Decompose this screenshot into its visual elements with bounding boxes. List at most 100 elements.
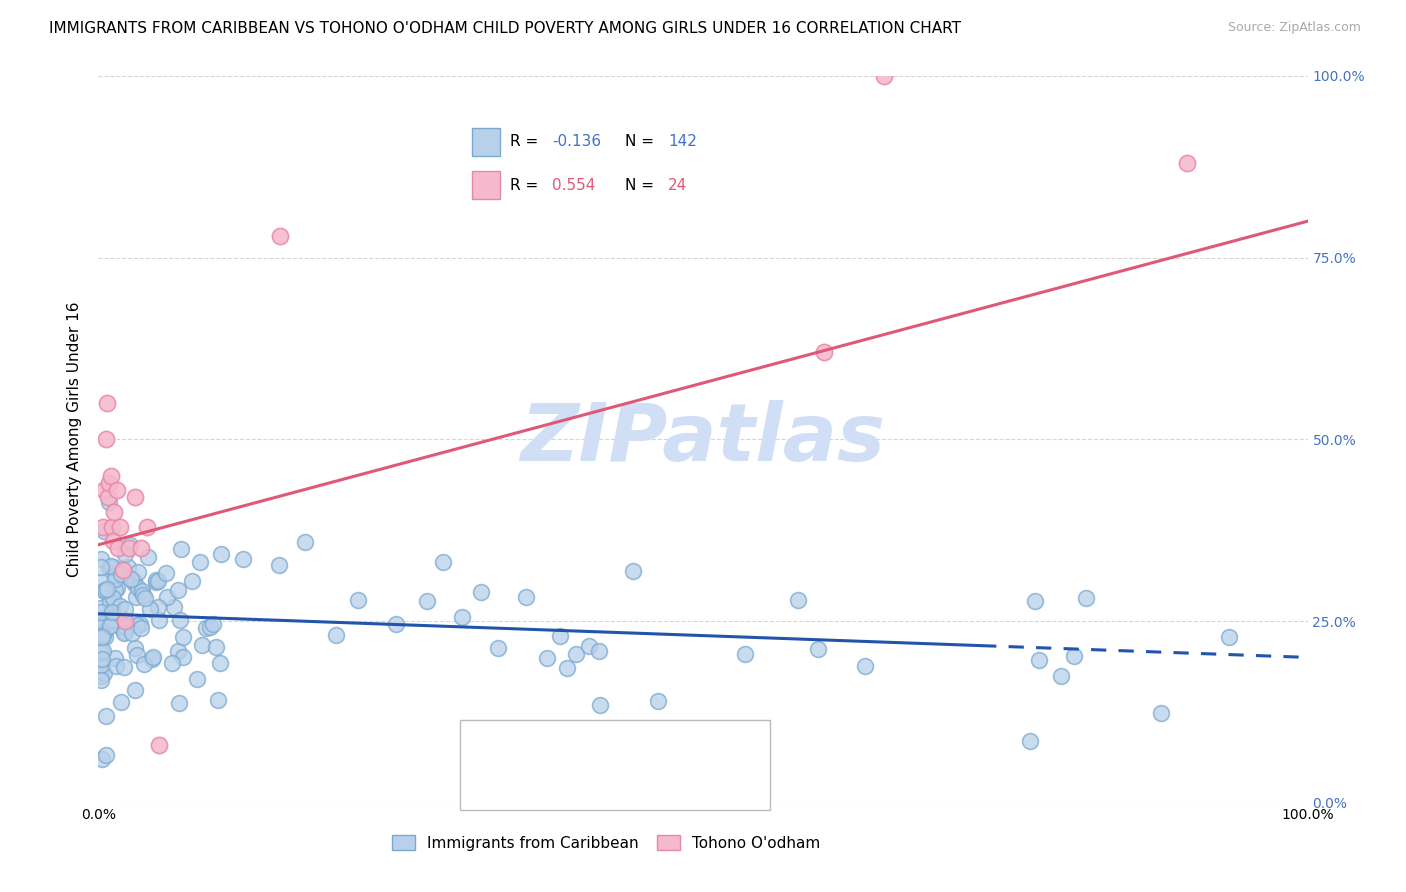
Point: [120, 572, 142, 586]
Point: [91, 630, 114, 644]
Point: [120, 538, 142, 552]
Point: [169, 613, 191, 627]
Point: [104, 614, 127, 628]
Point: [536, 651, 558, 665]
Point: [93, 524, 115, 538]
Point: [100, 468, 122, 483]
Point: [134, 591, 156, 606]
Point: [146, 600, 169, 615]
Point: [98, 619, 121, 633]
Point: [122, 574, 145, 589]
Point: [112, 659, 135, 673]
Text: IMMIGRANTS FROM CARIBBEAN VS TOHONO O'ODHAM CHILD POVERTY AMONG GIRLS UNDER 16 C: IMMIGRANTS FROM CARIBBEAN VS TOHONO O'OD…: [49, 21, 962, 37]
Point: [93, 583, 115, 598]
Point: [209, 547, 232, 561]
Point: [167, 583, 190, 598]
Point: [786, 592, 808, 607]
Point: [104, 573, 127, 587]
Point: [94, 432, 117, 446]
Point: [1149, 706, 1171, 721]
Point: [555, 661, 578, 675]
Point: [550, 629, 572, 643]
Point: [162, 599, 184, 614]
Point: [131, 621, 153, 635]
Point: [94, 583, 117, 598]
Point: [1175, 156, 1198, 170]
Point: [167, 696, 190, 710]
Point: [131, 583, 153, 598]
Point: [269, 228, 291, 243]
Point: [101, 613, 124, 627]
Point: [142, 649, 165, 664]
Point: [166, 644, 188, 658]
Point: [112, 626, 135, 640]
Point: [127, 566, 149, 580]
Point: [1063, 648, 1085, 663]
Point: [104, 583, 127, 598]
Point: [90, 655, 112, 669]
Point: [125, 618, 148, 632]
Point: [90, 657, 112, 672]
Point: [450, 610, 472, 624]
Point: [156, 590, 179, 604]
Point: [807, 641, 830, 656]
Point: [204, 640, 226, 654]
Point: [90, 605, 112, 619]
Point: [114, 547, 136, 561]
Point: [93, 483, 115, 498]
Point: [621, 564, 644, 578]
Point: [97, 495, 120, 509]
Text: 142: 142: [668, 135, 697, 150]
Point: [105, 581, 128, 595]
Point: [132, 657, 155, 671]
Point: [124, 640, 146, 655]
Point: [90, 560, 112, 574]
Text: R =: R =: [510, 178, 543, 193]
Point: [515, 590, 537, 604]
Point: [385, 616, 408, 631]
Point: [96, 582, 118, 596]
Point: [734, 647, 756, 661]
Text: N =: N =: [626, 135, 659, 150]
Point: [432, 555, 454, 569]
Point: [110, 566, 132, 581]
Text: Source: ZipAtlas.com: Source: ZipAtlas.com: [1227, 21, 1361, 35]
Point: [588, 644, 610, 658]
Point: [181, 574, 204, 589]
Point: [146, 574, 169, 588]
Point: [105, 567, 128, 582]
Point: [103, 505, 125, 519]
Point: [111, 613, 134, 627]
Point: [201, 616, 224, 631]
Point: [98, 607, 121, 622]
Point: [162, 656, 184, 670]
Text: -0.136: -0.136: [553, 135, 602, 150]
Point: [325, 628, 347, 642]
Point: [1074, 591, 1097, 606]
Point: [94, 630, 117, 644]
Point: [114, 614, 136, 628]
Point: [105, 483, 128, 498]
Point: [565, 647, 588, 661]
Point: [101, 605, 124, 619]
Point: [110, 620, 132, 634]
Point: [93, 644, 115, 658]
Legend: Immigrants from Caribbean, Tohono O'odham: Immigrants from Caribbean, Tohono O'odha…: [385, 830, 827, 857]
Text: 24: 24: [668, 178, 688, 193]
Point: [90, 615, 112, 629]
Point: [90, 669, 112, 683]
Point: [589, 698, 612, 712]
Point: [647, 694, 669, 708]
Point: [103, 560, 125, 574]
Point: [117, 559, 139, 574]
Point: [115, 620, 138, 634]
Point: [124, 682, 146, 697]
Point: [108, 519, 131, 533]
Point: [107, 541, 129, 556]
Point: [873, 69, 896, 83]
Point: [148, 738, 170, 752]
Point: [186, 672, 208, 686]
Point: [110, 695, 132, 709]
Point: [198, 619, 221, 633]
Point: [1028, 653, 1050, 667]
